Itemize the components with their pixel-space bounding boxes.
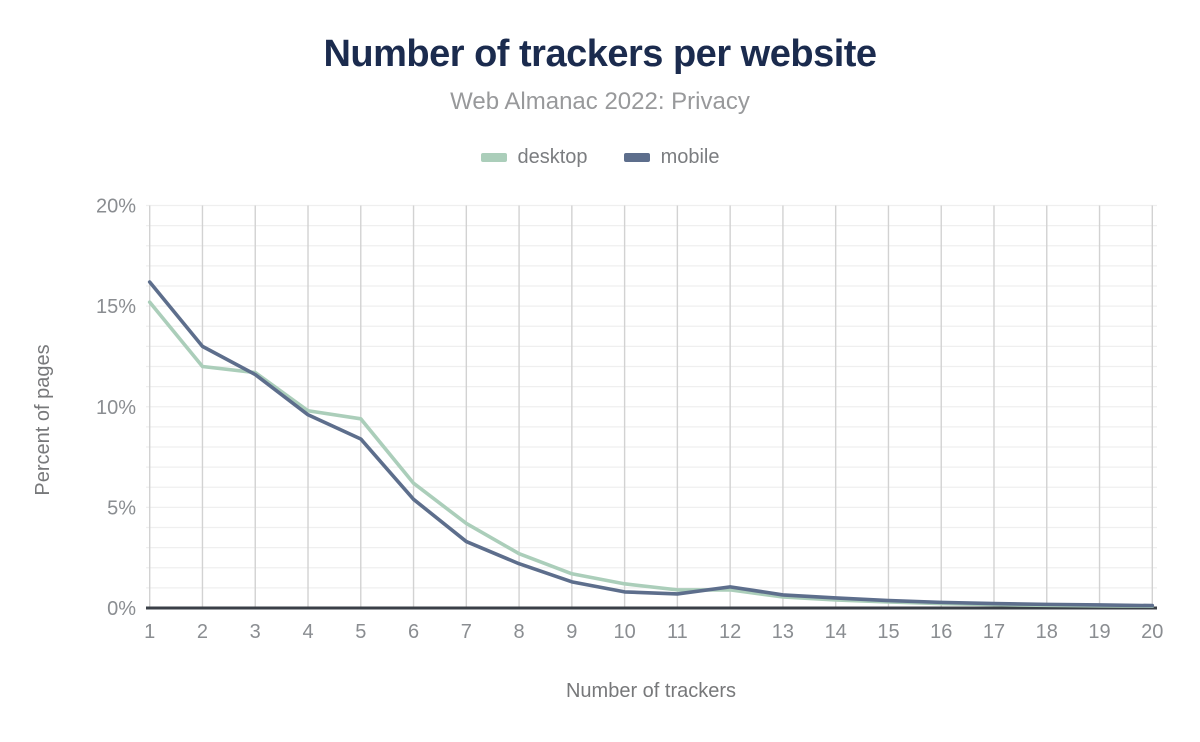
series-line-desktop (147, 300, 1155, 608)
x-tick-label: 15 (877, 621, 899, 643)
x-tick-label: 16 (930, 621, 952, 643)
x-tick-label: 9 (566, 621, 577, 643)
legend-item-desktop: desktop (480, 146, 588, 169)
chart-subtitle: Web Almanac 2022: Privacy (450, 88, 750, 115)
x-tick-label: 6 (408, 621, 419, 643)
desktop-swatch-icon (480, 153, 507, 162)
legend-label-desktop: desktop (517, 146, 588, 168)
y-tick-label: 0% (107, 598, 136, 620)
y-axis-title: Percent of pages (32, 344, 54, 496)
mobile-swatch-icon (623, 153, 650, 162)
x-tick-label: 2 (197, 621, 208, 643)
legend-label-mobile: mobile (660, 146, 720, 168)
x-tick-label: 3 (250, 621, 261, 643)
x-tick-label: 19 (1088, 621, 1110, 643)
x-tick-label: 8 (514, 621, 525, 643)
y-tick-label: 5% (107, 497, 136, 519)
x-tick-label: 4 (302, 621, 313, 643)
chart-legend: desktop mobile (0, 146, 1200, 169)
x-tick-label: 18 (1036, 621, 1058, 643)
x-axis-title: Number of trackers (565, 680, 737, 702)
legend-item-mobile: mobile (623, 146, 720, 169)
y-tick-label: 20% (96, 196, 136, 218)
x-tick-label: 10 (613, 621, 635, 643)
x-tick-label: 13 (772, 621, 794, 643)
x-tick-label: 5 (355, 621, 366, 643)
x-tick-label: 7 (461, 621, 472, 643)
y-tick-label: 10% (96, 397, 136, 419)
x-tick-label: 20 (1141, 621, 1163, 643)
x-tick-label: 11 (667, 621, 688, 643)
x-tick-label: 1 (144, 621, 155, 643)
series-line-mobile (147, 280, 1155, 608)
y-tick-label: 15% (96, 296, 136, 318)
x-tick-label: 14 (825, 621, 847, 643)
chart-title: Number of trackers per website (323, 33, 877, 75)
x-tick-label: 17 (983, 621, 1005, 643)
x-tick-label: 12 (719, 621, 741, 643)
